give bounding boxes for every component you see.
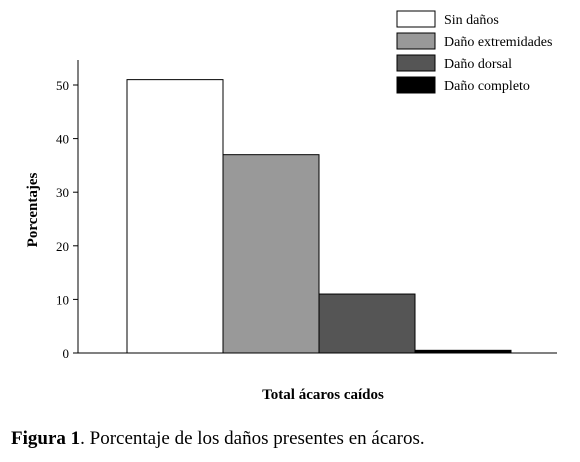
y-tick-label: 10 — [56, 292, 69, 307]
legend-swatch-1 — [396, 10, 436, 28]
legend-swatch-3 — [396, 54, 436, 72]
figure-number: Figura 1 — [11, 428, 81, 449]
legend-swatch-2 — [396, 32, 436, 50]
bar-2 — [222, 154, 320, 354]
bars — [126, 79, 512, 354]
bar-chart: Sin daños Daño extremidades Daño dorsal Dañ… — [25, 10, 557, 403]
y-tick-label: 20 — [56, 239, 69, 254]
y-tick-label: 30 — [56, 185, 69, 200]
y-ticks: 0 10 20 30 40 50 — [56, 78, 78, 361]
x-axis-title: Total ácaros caídos — [262, 387, 384, 403]
figure-caption: Figura 1. Porcentaje de los daños presen… — [11, 428, 571, 450]
y-tick-label: 0 — [63, 346, 70, 361]
legend-label-1: Sin daños — [444, 13, 499, 28]
figure-caption-text: . Porcentaje de los daños presentes en á… — [80, 428, 425, 449]
bar-1 — [126, 79, 224, 354]
legend-swatch-4 — [396, 76, 436, 94]
y-axis-title: Porcentajes — [25, 172, 41, 247]
legend: Sin daños Daño extremidades Daño dorsal Dañ… — [396, 10, 552, 94]
legend-label-3: Daño dorsal — [444, 57, 512, 72]
y-tick-label: 50 — [56, 78, 69, 93]
legend-label-4: Daño completo — [444, 79, 530, 94]
bar-3 — [318, 293, 416, 354]
axes — [77, 60, 557, 354]
y-tick-label: 40 — [56, 132, 69, 147]
legend-label-2: Daño extremidades — [444, 35, 552, 50]
